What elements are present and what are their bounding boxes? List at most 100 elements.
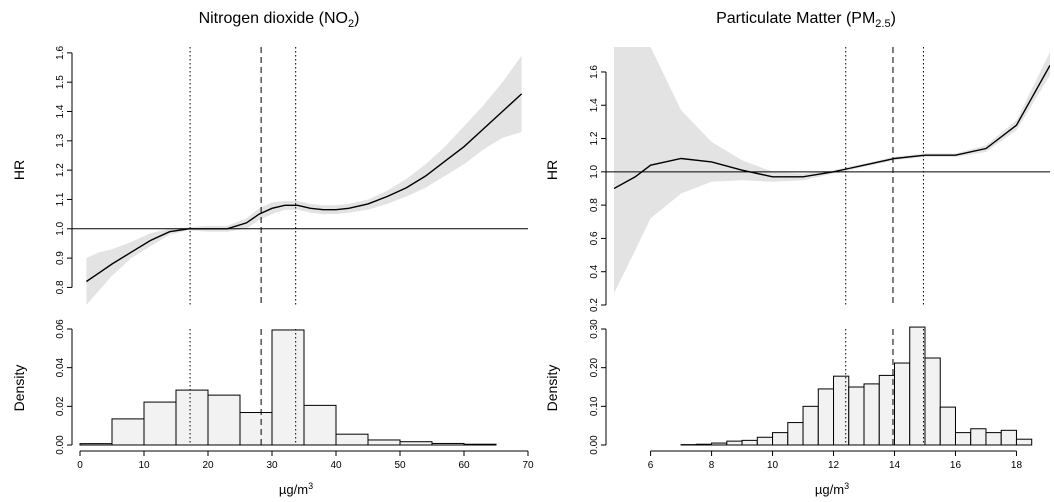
right-bottom-histogram-bar <box>756 436 774 446</box>
left-xlabel-main: µg/m <box>279 482 308 497</box>
left-top-y-tick-label: 0.8 <box>55 280 66 294</box>
right-title-sub: 2.5 <box>875 18 890 30</box>
right-bottom-y-tick-label: 0.20 <box>589 357 600 377</box>
left-bottom-histogram-bar <box>111 418 145 446</box>
left-panel-title: Nitrogen dioxide (NO2) <box>199 10 360 30</box>
right-bottom-histogram-bar <box>985 432 1002 446</box>
left-bottom-x-tick-label: 10 <box>138 460 150 471</box>
right-bottom-histogram-bar <box>878 374 896 446</box>
right-bottom-x-tick-label: 18 <box>1011 460 1023 471</box>
right-bottom-histogram-bar <box>772 432 789 446</box>
right-bottom-y-tick-label: 0.00 <box>589 435 600 455</box>
right-bottom-x-tick-label: 6 <box>648 460 654 471</box>
right-top-y-tick-label: 1.6 <box>589 65 600 79</box>
right-top-y-tick-label: 0.4 <box>589 264 600 278</box>
left-bottom-y-tick-label: 0.02 <box>55 396 66 416</box>
right-bottom-histogram-bar <box>726 440 743 446</box>
right-bottom-x-tick-label: 16 <box>950 460 962 471</box>
left-bottom-histogram-bar <box>143 401 177 446</box>
right-bottom-histogram-bar <box>909 326 926 446</box>
left-top-y-tick-label: 1.4 <box>55 104 66 118</box>
right-top-y-tick-label: 1.2 <box>589 131 600 145</box>
left-title-main: Nitrogen dioxide (NO <box>199 10 348 27</box>
left-bottom-y-tick-label: 0.06 <box>55 319 66 339</box>
left-bottom-x-tick-label: 60 <box>458 460 470 471</box>
left-top-y-tick-label: 1.1 <box>55 192 66 206</box>
left-bottom-histogram-bar <box>431 442 465 446</box>
right-bottom-histogram-bar <box>848 386 865 446</box>
right-bottom-histogram-bar <box>741 439 758 446</box>
right-bottom-x-tick-label: 12 <box>828 460 840 471</box>
right-top-y-tick-label: 0.6 <box>589 231 600 245</box>
right-panel-title: Particulate Matter (PM2.5) <box>716 10 896 30</box>
right-top-y-tick-label: 1.0 <box>589 164 600 178</box>
left-bottom-histogram-bar <box>367 439 401 446</box>
right-bottom-y-tick-label: 0.30 <box>589 319 600 339</box>
left-xlabel-sup: 3 <box>308 481 313 491</box>
left-bottom-x-tick-label: 30 <box>266 460 278 471</box>
left-top-hr-plot: 0.8 0.9 1.0 1.1 1.2 1.3 1.4 1.5 1.6 <box>55 45 528 305</box>
right-bottom-histogram-bar <box>894 362 911 446</box>
left-bottom-density-plot: 0.00 0.02 0.04 0.06 0 10 20 30 40 50 60 70 <box>55 319 534 471</box>
left-top-confidence-band <box>86 55 522 305</box>
right-bottom-histogram-bar <box>863 383 880 446</box>
left-bottom-x-tick-label: 20 <box>202 460 214 471</box>
left-bottom-histogram-bar <box>239 412 273 446</box>
right-bottom-histogram-bar <box>970 428 987 446</box>
left-top-y-tick-label: 0.9 <box>55 251 66 265</box>
left-bottom-histogram-bar <box>207 394 241 446</box>
right-bottom-histogram-bar <box>924 357 941 446</box>
right-top-y-tick-label: 0.8 <box>589 198 600 212</box>
right-bottom-histogram-bar <box>939 406 956 446</box>
left-top-hr-curve <box>86 93 523 283</box>
left-bottom-x-tick-label: 70 <box>522 460 534 471</box>
left-bottom-histogram-bar <box>303 404 337 446</box>
left-bottom-y-tick-label: 0.04 <box>55 357 66 377</box>
right-top-y-tick-label: 0.2 <box>589 298 600 312</box>
right-bottom-ylabel: Density <box>544 365 560 412</box>
right-xlabel-main: µg/m <box>815 482 844 497</box>
left-bottom-x-tick-label: 50 <box>394 460 406 471</box>
right-bottom-histogram-bar <box>1015 438 1033 446</box>
left-bottom-histogram-bar <box>271 329 305 446</box>
right-xlabel-sup: 3 <box>844 481 849 491</box>
right-bottom-y-tick-label: 0.10 <box>589 396 600 416</box>
left-top-y-tick-label: 1.3 <box>55 133 66 147</box>
right-bottom-histogram-bar <box>1000 429 1017 446</box>
right-title-close: ) <box>891 10 896 27</box>
right-title-main: Particulate Matter (PM <box>716 10 875 27</box>
right-bottom-histogram-bar <box>954 432 972 446</box>
right-top-ylabel: HR <box>544 160 560 180</box>
right-bottom-histogram-bar <box>833 375 850 446</box>
right-bottom-histogram-bar <box>711 442 728 446</box>
right-bottom-x-tick-label: 14 <box>889 460 901 471</box>
left-top-y-tick-label: 1.2 <box>55 163 66 177</box>
right-bottom-histogram-bar <box>802 405 819 446</box>
right-bottom-density-plot: 0.00 0.10 0.20 0.30 6 8 10 12 14 16 18 <box>589 319 1033 471</box>
left-title-sub: 2 <box>348 18 354 30</box>
right-top-hr-plot: 0.2 0.4 0.6 0.8 1.0 1.2 1.4 1.6 <box>589 47 1050 312</box>
left-bottom-histogram-bar <box>463 443 497 446</box>
right-top-confidence-band <box>614 47 1050 294</box>
right-xlabel: µg/m3 <box>815 481 849 497</box>
left-top-y-tick-label: 1.5 <box>55 75 66 89</box>
right-bottom-x-tick-label: 10 <box>767 460 779 471</box>
left-xlabel: µg/m3 <box>279 481 313 497</box>
left-top-ylabel: HR <box>11 160 27 180</box>
right-bottom-histogram-bar <box>787 422 804 446</box>
left-title-close: ) <box>354 10 359 27</box>
left-top-y-tick-label: 1.6 <box>55 45 66 59</box>
right-bottom-histogram-bar <box>817 388 835 446</box>
left-bottom-histogram-bar <box>399 441 433 446</box>
left-bottom-histogram-bar <box>79 443 113 446</box>
left-bottom-y-tick-label: 0.00 <box>55 435 66 455</box>
right-bottom-x-tick-label: 8 <box>709 460 715 471</box>
left-bottom-x-tick-label: 0 <box>77 460 83 471</box>
left-bottom-histogram-bar <box>335 433 369 446</box>
left-bottom-ylabel: Density <box>11 365 27 412</box>
left-bottom-histogram-bar <box>175 389 209 446</box>
right-bottom-histogram-bar <box>695 443 713 446</box>
right-top-y-tick-label: 1.4 <box>589 98 600 112</box>
left-bottom-x-tick-label: 40 <box>330 460 342 471</box>
